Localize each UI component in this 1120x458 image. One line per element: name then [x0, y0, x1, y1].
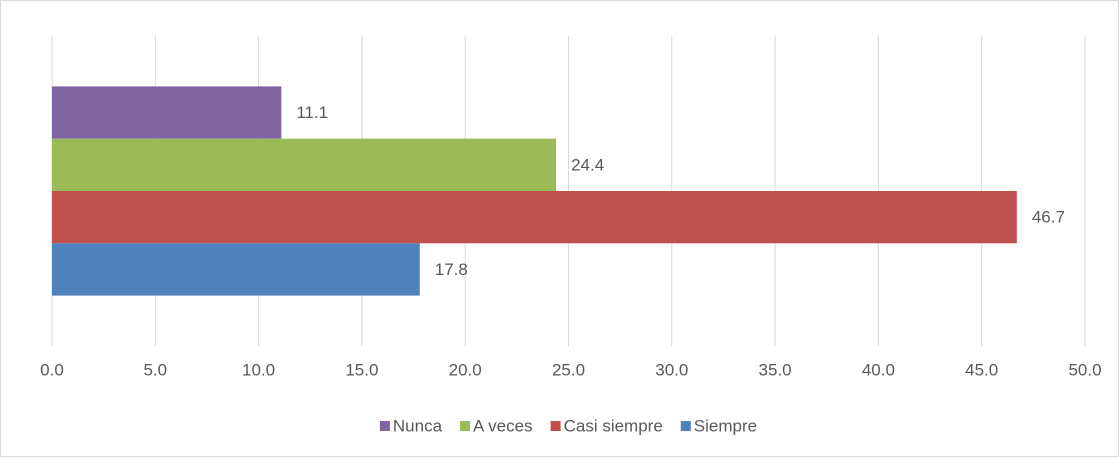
bar — [52, 191, 1017, 244]
x-tick-label: 30.0 — [655, 360, 688, 379]
legend-label: Nunca — [393, 416, 443, 435]
bar — [52, 243, 420, 296]
x-tick-label: 10.0 — [242, 360, 275, 379]
legend-swatch — [680, 421, 691, 431]
legend-swatch — [550, 421, 561, 431]
x-tick-label: 20.0 — [449, 360, 482, 379]
legend-label: Siempre — [694, 416, 757, 435]
legend-label: A veces — [473, 416, 533, 435]
x-tick-label: 25.0 — [552, 360, 585, 379]
x-tick-label: 5.0 — [143, 360, 167, 379]
legend-label: Casi siempre — [564, 416, 663, 435]
data-label: 46.7 — [1032, 208, 1065, 227]
bar — [52, 86, 282, 139]
data-label: 17.8 — [435, 260, 468, 279]
x-tick-label: 35.0 — [759, 360, 792, 379]
legend-swatch — [460, 421, 471, 431]
x-tick-label: 0.0 — [40, 360, 64, 379]
data-label: 24.4 — [571, 155, 604, 174]
legend: Nunca A veces Casi siempre Siempre — [379, 416, 757, 435]
x-tick-label: 45.0 — [965, 360, 998, 379]
x-tick-label: 50.0 — [1068, 360, 1101, 379]
data-label: 11.1 — [296, 103, 328, 122]
legend-swatch — [379, 421, 390, 431]
x-tick-label: 40.0 — [862, 360, 895, 379]
bar — [52, 138, 557, 191]
x-tick-label: 15.0 — [345, 360, 378, 379]
